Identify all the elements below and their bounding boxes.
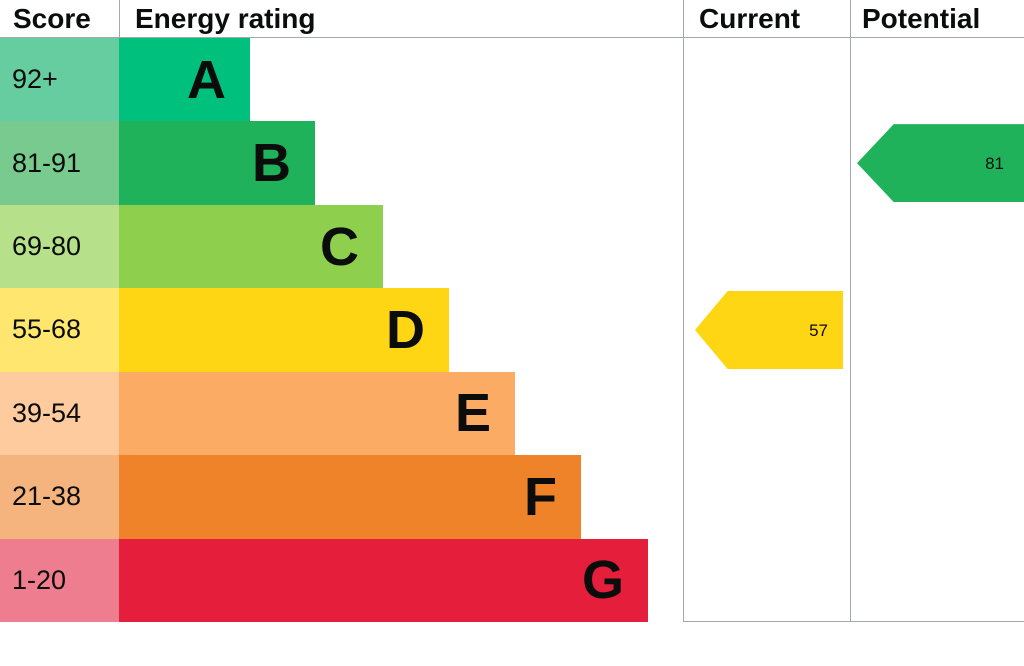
band-row-f: 21-38 F (0, 455, 683, 539)
band-row-a: 92+ A (0, 38, 683, 122)
band-bar-e: E (119, 371, 515, 456)
potential-rating-value: 81 (985, 153, 1004, 173)
band-letter-e: E (454, 383, 491, 444)
band-letter-a: A (187, 49, 226, 110)
potential-column-divider (850, 38, 851, 622)
band-letter-f: F (524, 466, 557, 527)
score-range-g: 1-20 (0, 538, 119, 622)
band-letter-d: D (386, 299, 425, 360)
band-row-e: 39-54 E (0, 371, 683, 456)
band-bar-g: G (119, 538, 648, 622)
current-rating-arrow: 57 (695, 291, 843, 369)
score-range-e: 39-54 (0, 371, 119, 456)
band-letter-b: B (252, 133, 291, 194)
current-rating-value: 57 (809, 320, 828, 340)
score-range-b: 81-91 (0, 121, 119, 205)
score-range-a: 92+ (0, 38, 119, 122)
header-energy-rating: Energy rating (119, 0, 683, 37)
band-row-c: 69-80 C (0, 204, 683, 289)
score-range-c: 69-80 (0, 204, 119, 289)
chart-bottom-border (683, 621, 1024, 622)
score-range-f: 21-38 (0, 455, 119, 539)
band-row-g: 1-20 G (0, 538, 683, 622)
current-column-divider (683, 38, 684, 622)
band-letter-c: C (320, 216, 359, 277)
score-range-d: 55-68 (0, 288, 119, 372)
band-bar-f: F (119, 455, 581, 539)
potential-rating-arrow: 81 (857, 124, 1024, 203)
band-bar-b: B (119, 121, 315, 205)
band-row-d: 55-68 D (0, 288, 683, 372)
chart-header: Score Energy rating Current Potential (0, 0, 1024, 38)
header-score: Score (13, 2, 91, 34)
header-potential: Potential (850, 0, 1024, 37)
band-bar-d: D (119, 288, 449, 372)
band-bar-c: C (119, 204, 383, 289)
header-current: Current (683, 0, 850, 37)
band-row-b: 81-91 B (0, 121, 683, 205)
band-bar-a: A (119, 38, 250, 122)
band-letter-g: G (581, 550, 624, 611)
